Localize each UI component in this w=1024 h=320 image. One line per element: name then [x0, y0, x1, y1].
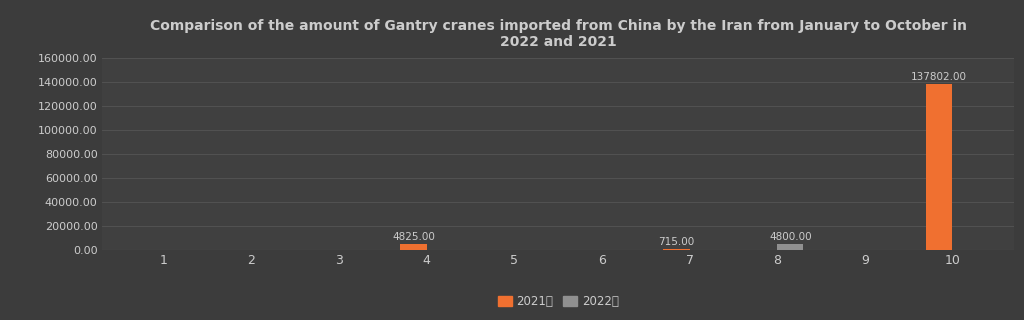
- Text: 4825.00: 4825.00: [392, 232, 435, 242]
- Title: Comparison of the amount of Gantry cranes imported from China by the Iran from J: Comparison of the amount of Gantry crane…: [150, 19, 967, 50]
- Bar: [664, 249, 689, 250]
- Text: 4800.00: 4800.00: [769, 232, 812, 242]
- Text: 137802.00: 137802.00: [911, 72, 968, 83]
- Legend: 2021年, 2022年: 2021年, 2022年: [493, 290, 624, 313]
- Bar: [926, 84, 952, 250]
- Bar: [400, 244, 427, 250]
- Text: 715.00: 715.00: [658, 237, 694, 247]
- Bar: [777, 244, 804, 250]
